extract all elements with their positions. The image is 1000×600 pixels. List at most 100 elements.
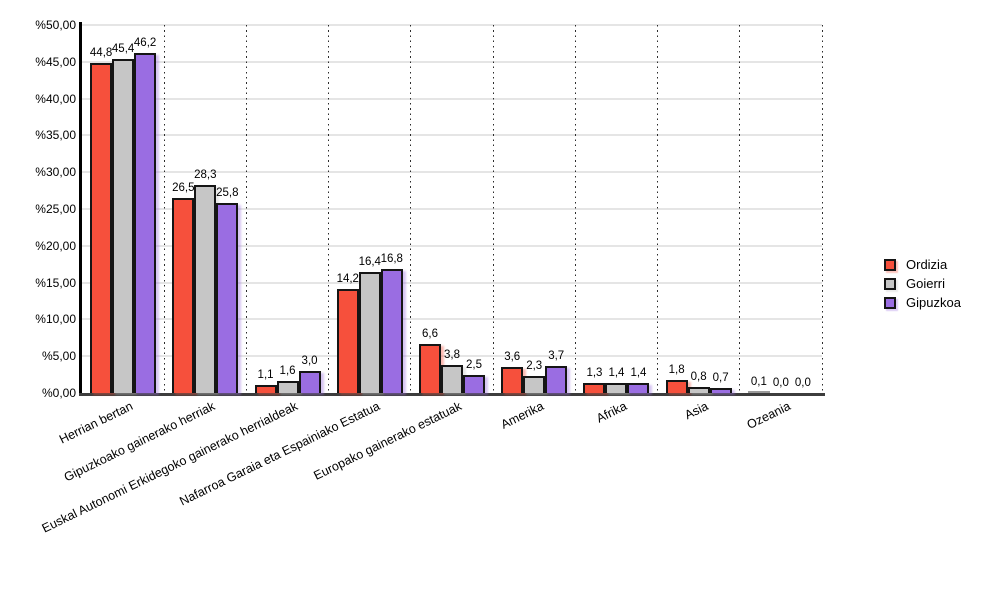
bar-value-label: 1,8	[668, 363, 685, 376]
bar-value-label: 1,4	[608, 366, 625, 379]
bar-value-label: 3,8	[443, 349, 460, 362]
x-axis-line	[79, 393, 825, 396]
legend-item: Goierri	[884, 277, 961, 290]
y-tick-label: %50,00	[35, 18, 76, 32]
bar-value-label: 2,3	[526, 360, 543, 373]
bar-value-label: 14,2	[336, 272, 359, 285]
bar-value-label: 3,6	[504, 350, 521, 363]
y-tick-label: %10,00	[35, 312, 76, 327]
bar-slot: 26,5	[172, 25, 195, 393]
x-category-label: Europako gainerako estatuak	[311, 399, 465, 483]
x-category-label: Ozeania	[745, 399, 794, 432]
bar-value-label: 28,3	[194, 168, 217, 181]
bar	[194, 184, 217, 393]
gridline	[82, 281, 822, 284]
bar	[440, 365, 463, 393]
legend-swatch	[884, 258, 896, 271]
bar	[627, 382, 650, 393]
y-tick-label: %25,00	[35, 202, 76, 216]
gridline	[82, 208, 822, 210]
y-tick-label: %35,00	[35, 128, 76, 143]
bar-value-label: 0,0	[794, 377, 811, 389]
bar	[687, 387, 710, 393]
bar	[523, 376, 546, 393]
category-separator	[657, 25, 659, 393]
x-category-label: Gipuzkoako gainerako herriak	[62, 399, 218, 485]
bar	[172, 197, 195, 393]
bar-slot: 28,3	[194, 25, 217, 393]
legend-swatch	[884, 296, 896, 309]
bar-slot: 14,2	[337, 25, 359, 393]
bar	[462, 374, 485, 393]
bar-slot: 44,8	[90, 25, 112, 393]
bar-value-label: 16,8	[380, 253, 403, 266]
bar-slot: 0,1	[747, 25, 770, 393]
x-category-label: Herrian bertan	[57, 399, 136, 447]
bar-slot: 1,8	[665, 25, 688, 393]
bar	[276, 381, 299, 393]
y-tick-label: %30,00	[35, 165, 76, 180]
bar-value-label: 3,7	[548, 349, 565, 362]
bar-value-label: 1,4	[630, 366, 647, 379]
category-separator	[410, 25, 412, 393]
legend-label: Ordizia	[906, 257, 948, 272]
bar	[418, 344, 441, 393]
bar	[501, 366, 524, 393]
y-tick-label: %5,00	[41, 349, 76, 364]
bar	[709, 387, 732, 393]
bar-value-label: 3,0	[301, 354, 318, 367]
y-tick-label: %0,00	[41, 386, 76, 400]
bar-slot: 1,4	[627, 25, 650, 393]
bar	[90, 63, 113, 393]
bar-group: 1,1 1,6 3,0	[246, 25, 328, 393]
bar-value-label: 1,6	[279, 365, 296, 378]
category-separator	[574, 25, 576, 393]
bar-slot: 0,7	[709, 25, 732, 393]
y-tick-label: %20,00	[35, 238, 76, 253]
legend-swatch	[884, 277, 896, 290]
bar-value-label: 0,0	[772, 377, 789, 389]
legend-label: Gipuzkoa	[906, 295, 961, 310]
bar	[358, 272, 381, 393]
gridline	[82, 244, 822, 247]
x-category-label: Amerika	[499, 399, 547, 432]
bar-value-label: 0,8	[690, 371, 707, 384]
category-separator	[821, 25, 823, 393]
bar	[336, 288, 359, 393]
legend-item: Gipuzkoa	[884, 296, 961, 309]
bar-slot: 3,0	[298, 25, 321, 393]
y-axis-line	[79, 22, 82, 393]
bar-slot: 1,1	[254, 25, 277, 393]
bar-slot: 0,0	[792, 25, 814, 393]
bar	[747, 391, 770, 393]
bar	[298, 370, 321, 393]
y-tick-label: %45,00	[35, 54, 76, 69]
bar-group: 44,8 45,4 46,2	[82, 25, 164, 393]
bar-slot: 1,4	[605, 25, 628, 393]
bar-slot: 16,4	[359, 25, 381, 393]
legend-label: Goierri	[906, 276, 946, 291]
gridline	[82, 97, 822, 100]
bar-slot: 1,3	[583, 25, 606, 393]
bar-slot: 45,4	[112, 25, 134, 393]
gridline	[82, 134, 822, 137]
bar-slot: 0,0	[770, 25, 792, 393]
x-category-label: Asia	[682, 399, 711, 423]
bar-group: 14,2 16,4 16,8	[329, 25, 411, 393]
category-separator	[739, 25, 741, 393]
gridline	[82, 171, 822, 174]
bar-value-label: 26,5	[172, 181, 195, 194]
bar	[216, 203, 239, 393]
bar-value-label: 6,6	[421, 328, 438, 341]
category-separator	[328, 25, 330, 393]
bar	[665, 379, 688, 393]
bar-slot: 16,8	[381, 25, 403, 393]
bar-value-label: 2,5	[465, 358, 482, 371]
bar-value-label: 45,4	[111, 42, 135, 55]
bar-value-label: 44,8	[89, 47, 113, 60]
bar-group: 3,6 2,3 3,7	[493, 25, 575, 393]
y-tick-label: %15,00	[35, 275, 76, 290]
bar-slot: 2,3	[523, 25, 546, 393]
bar-slot: 2,5	[462, 25, 485, 393]
